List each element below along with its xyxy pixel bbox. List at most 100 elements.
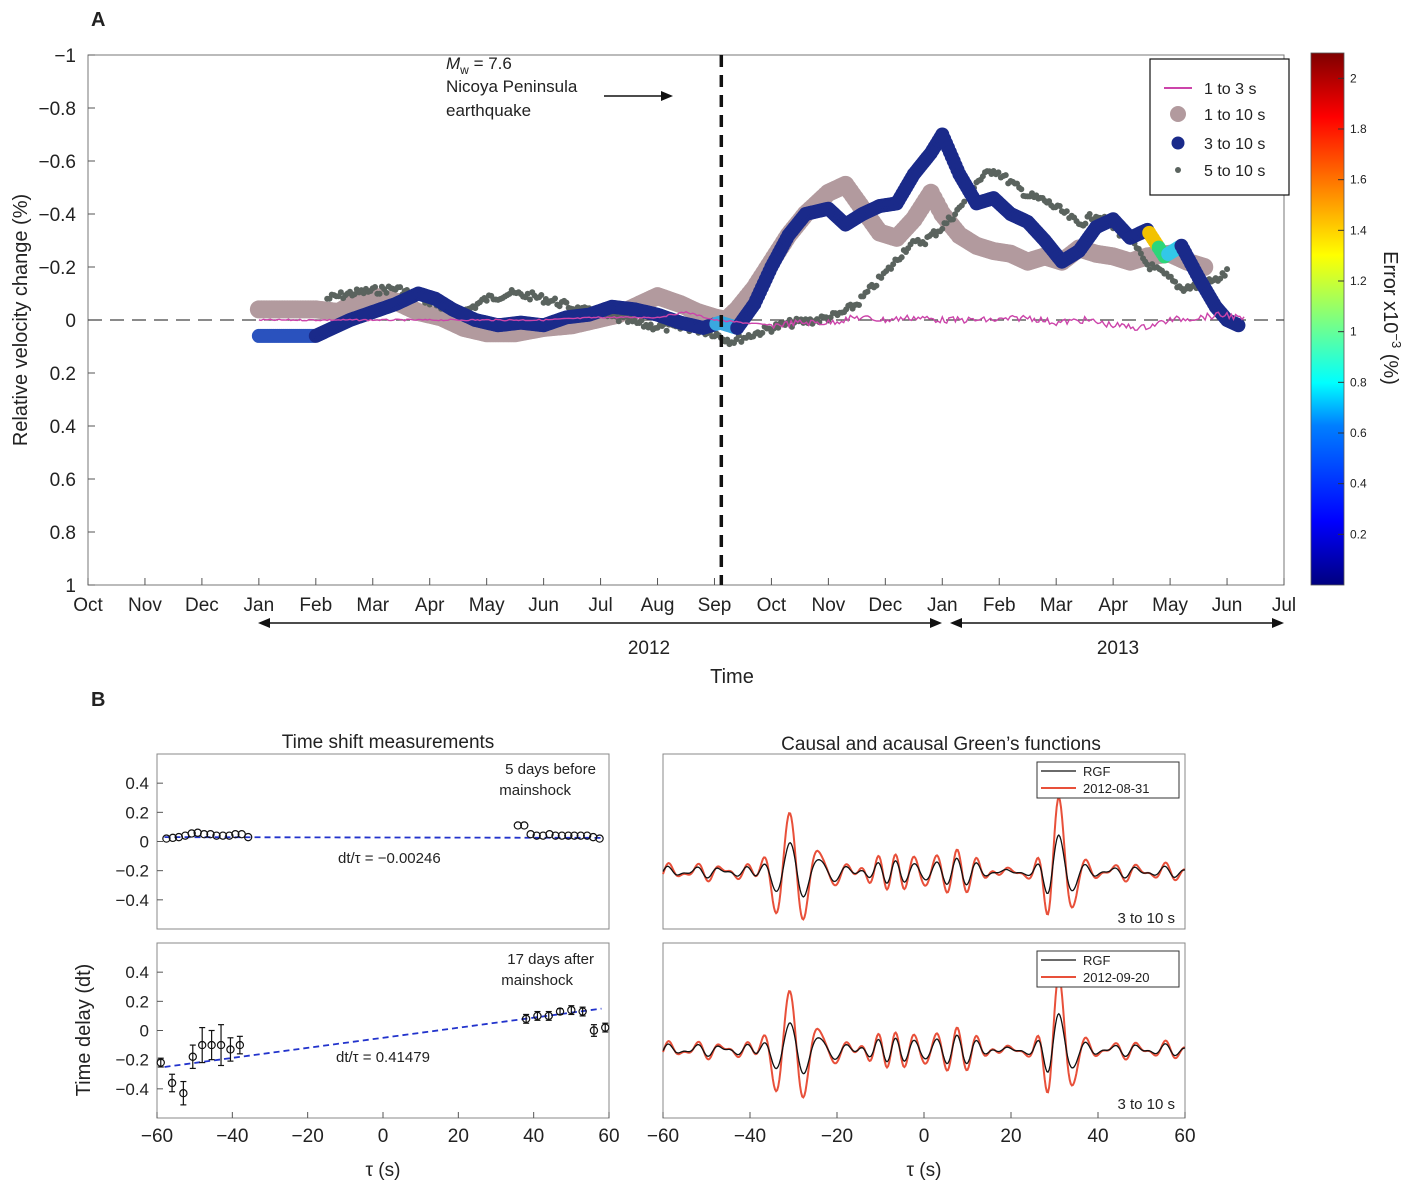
x-tick-label: Jun	[528, 595, 559, 616]
colorbar-tick-label: 0.4	[1350, 477, 1367, 491]
point-5-10s	[759, 329, 766, 336]
y-tick-label: 0.2	[125, 992, 149, 1011]
colorbar-tick-label: 1.6	[1350, 173, 1367, 187]
point-5-10s	[1144, 261, 1151, 268]
x-tick-label: Jan	[927, 595, 958, 616]
measurement-point	[582, 831, 592, 840]
y-tick-label: −0.6	[38, 152, 76, 173]
colorbar-tick-label: 1	[1350, 325, 1357, 339]
time-shift-before-chart: Time shift measurements 0.40.20−0.2−0.4 …	[115, 732, 610, 930]
point-5-10s	[1221, 272, 1228, 279]
legend-item-5-10s: 5 to 10 s	[1204, 163, 1265, 180]
x-tick-label: Apr	[1098, 595, 1128, 616]
point-5-10s	[1018, 186, 1025, 193]
x-tick-label: Feb	[983, 595, 1016, 616]
point-5-10s	[1224, 266, 1231, 273]
y-tick-label: −0.4	[115, 891, 149, 910]
point-5-10s	[483, 297, 490, 304]
measurement-point	[212, 831, 221, 840]
legend-item-date: 2012-09-20	[1083, 970, 1150, 985]
x-tick-label: −20	[821, 1126, 853, 1147]
x-tick-label: −60	[647, 1126, 679, 1147]
greens-functions-before-chart: Causal and acausal Green’s functions RGF…	[662, 734, 1186, 930]
measurement-point	[179, 1089, 188, 1098]
point-5-10s	[1056, 203, 1063, 210]
y-tick-label: 0	[140, 1022, 149, 1041]
measurement-point	[218, 831, 228, 840]
colorbar	[1310, 52, 1345, 586]
measurement-point	[226, 1045, 235, 1054]
point-5-10s	[1063, 208, 1070, 215]
x-tick-label: May	[469, 595, 505, 616]
year-arrow-2012	[258, 618, 942, 628]
trace-rgf	[662, 1012, 1185, 1075]
measurement-point	[168, 833, 178, 843]
x-tick-label: Mar	[1040, 595, 1073, 616]
measurement-point	[216, 1040, 226, 1050]
point-5-10s	[538, 292, 545, 299]
measurement-point	[576, 831, 585, 840]
velocity-change-chart: −1 −0.8 −0.6 −0.4 −0.2 0 0.2 0.4 0.6 0.8 1 Oct Nov D…	[10, 46, 1404, 688]
y-axis: −1 −0.8 −0.6 −0.4 −0.2 0 0.2 0.4 0.6 0.8 1	[38, 46, 95, 597]
colorbar-tick-label: 1.2	[1350, 274, 1367, 288]
point-5-10s	[397, 284, 404, 291]
x-tick-label: −20	[292, 1126, 324, 1147]
legend-item-1-3s: 1 to 3 s	[1204, 81, 1256, 98]
plot-frame	[156, 753, 610, 930]
measurement-point	[551, 831, 560, 840]
point-5-10s	[864, 288, 871, 295]
point-5-10s	[939, 225, 946, 232]
corner-label: 3 to 10 s	[1117, 1096, 1175, 1113]
point-5-10s	[1172, 278, 1179, 285]
point-5-10s	[949, 216, 956, 223]
point-5-10s	[526, 296, 533, 303]
point-5-10s	[337, 289, 344, 296]
point-5-10s	[922, 241, 929, 248]
y-tick-label: 0.4	[50, 417, 77, 438]
measurement-point	[570, 831, 579, 840]
point-5-10s	[1086, 211, 1093, 218]
series-3-10s	[251, 127, 1246, 343]
point-5-10s	[376, 290, 383, 297]
trace-rgf	[662, 834, 1186, 898]
point-5-10s	[898, 254, 905, 261]
y-axis: 0.4 0.2 0 −0.2 −0.4	[115, 774, 163, 910]
time-shift-after-chart: 0.4 0.2 0 −0.2 −0.4 −60 −40 −20 0 20 40 60 17 days…	[73, 942, 620, 1181]
point-5-10s	[995, 169, 1002, 176]
fit-label: dt/τ = 0.41479	[336, 1049, 430, 1066]
greens-title: Causal and acausal Green’s functions	[781, 734, 1101, 755]
measurement-point	[578, 1007, 587, 1016]
measurement-points	[162, 821, 604, 843]
measurement-point	[197, 1040, 207, 1050]
x-tick-label: Apr	[415, 595, 445, 616]
y-tick-label: −0.4	[115, 1080, 149, 1099]
annotation-line2: mainshock	[501, 972, 573, 989]
x-tick-label: Sep	[698, 595, 732, 616]
point-5-10s	[1002, 172, 1009, 179]
x-tick-label: Aug	[641, 595, 675, 616]
plot-frame	[156, 942, 610, 1119]
year-arrow-2013	[950, 618, 1284, 628]
legend-item-3-10s: 3 to 10 s	[1204, 136, 1265, 153]
y-tick-label: 0.4	[125, 774, 149, 793]
fit-line	[164, 1007, 602, 1068]
colorbar-tick-label: 0.8	[1350, 375, 1367, 389]
x-axis: −60 −40 −20 0 20 40 60	[141, 1112, 620, 1147]
measurement-point	[225, 831, 234, 840]
x-axis-title: Time	[710, 666, 754, 688]
colorbar-title: Error x10−3 (%)	[1379, 251, 1404, 385]
x-tick-label: Oct	[757, 595, 787, 616]
point-5-10s	[663, 327, 670, 334]
y-tick-label: −0.2	[115, 1051, 149, 1070]
x-axis: Oct Nov Dec Jan Feb Mar Apr May Jun Jul Aug Sep Oct N…	[73, 578, 1296, 616]
x-tick-label: Nov	[128, 595, 162, 616]
measurement-point	[557, 831, 567, 840]
x-tick-label: Jun	[1212, 595, 1243, 616]
point-5-10s	[888, 265, 895, 272]
y-tick-label: 0	[140, 833, 149, 852]
earthquake-arrow-head	[661, 91, 673, 101]
legend-box	[1036, 950, 1180, 988]
y-tick-label: −0.2	[38, 258, 76, 279]
x-tick-label: Oct	[73, 595, 103, 616]
